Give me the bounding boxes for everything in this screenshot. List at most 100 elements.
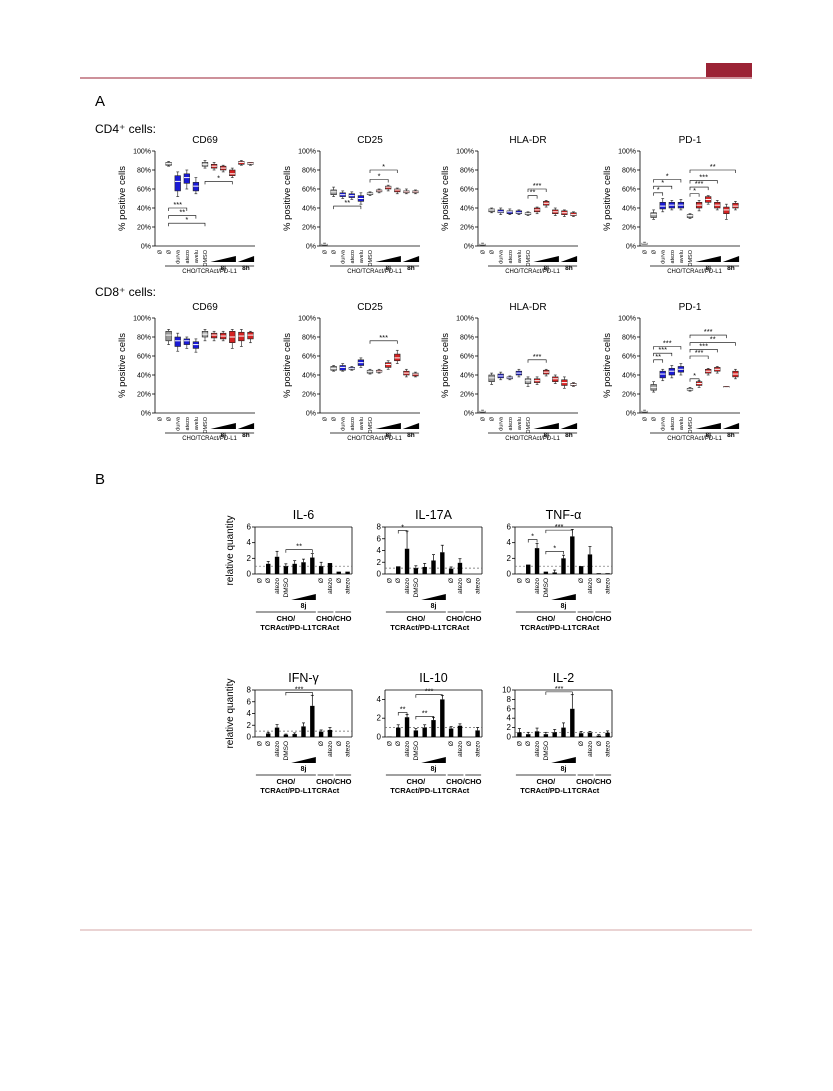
chart-title: PD-1	[679, 302, 702, 313]
y-tick-label: 6	[507, 704, 512, 713]
group-label: CHO/	[446, 614, 466, 623]
x-tick-label: Ø	[265, 741, 272, 746]
dose-ramp	[560, 256, 578, 262]
x-tick-label: DMSO	[526, 249, 532, 266]
x-tick-label: DMSO	[368, 249, 374, 266]
significance-bracket	[397, 530, 408, 534]
y-axis-label: % positive cells	[440, 333, 451, 398]
group-label: CHO/	[316, 777, 336, 786]
group-label: TCRAct/PD-L1	[390, 786, 441, 795]
significance-label: ***	[379, 333, 388, 342]
y-tick-label: 10	[502, 686, 511, 695]
x-tick-label: atezo	[345, 741, 352, 757]
bar	[310, 705, 315, 737]
x-tick-label: DMSO	[688, 416, 694, 433]
bar	[318, 731, 324, 737]
dose-ramp	[533, 256, 559, 262]
significance-bracket	[204, 181, 233, 185]
bar	[301, 562, 306, 574]
chart-box: PD-1 % positive cells 0% 20% 40% 60% 80% 100% Ø Ø…	[602, 135, 740, 275]
x-tick-label: atezo	[508, 250, 514, 263]
bar	[605, 573, 610, 574]
significance-bracket	[527, 188, 547, 192]
x-tick-label: Ø	[490, 416, 496, 421]
group-label: CHO	[335, 777, 352, 786]
significance-bracket	[689, 342, 736, 346]
significance-label: ***	[699, 341, 708, 350]
y-axis-label: % positive cells	[282, 166, 293, 231]
bar	[578, 566, 584, 574]
y-axis-label: relative quantity	[225, 515, 236, 585]
row-label: CD4⁺ cells:	[95, 122, 156, 136]
dose-ramp	[402, 423, 420, 429]
y-tick-label: 0	[247, 733, 252, 742]
bar	[552, 572, 557, 574]
x-tick-label: atezo	[457, 578, 464, 594]
x-tick-label: Ø	[332, 416, 338, 421]
group-label: CHO/TCRAct/PD-L1	[347, 269, 402, 275]
x-tick-label: Ø	[323, 249, 329, 254]
group-label: CHO/	[576, 777, 596, 786]
x-tick-label: DMSO	[203, 416, 209, 433]
significance-label: ***	[704, 327, 713, 336]
y-tick-label: 60%	[137, 354, 151, 361]
group-label: TCRAct/PD-L1	[260, 786, 311, 795]
y-tick-label: 80%	[460, 335, 474, 342]
significance-label: ***	[555, 684, 564, 693]
significance-bracket	[545, 691, 573, 695]
y-tick-label: 0	[507, 570, 512, 579]
bar	[274, 727, 280, 737]
bar	[266, 733, 271, 737]
box	[165, 330, 172, 342]
x-tick-label: atezo	[327, 578, 334, 594]
y-tick-label: 2	[247, 721, 252, 730]
significance-bracket	[689, 169, 736, 173]
x-tick-label: avelu	[517, 417, 523, 430]
x-tick-label: DMSO	[543, 578, 550, 598]
y-tick-label: 2	[377, 558, 382, 567]
x-tick-label: atezo	[475, 578, 482, 594]
group-label: TCRAct/PD-L1	[390, 623, 441, 632]
group-label: CHO	[465, 777, 482, 786]
y-tick-label: 60%	[622, 354, 636, 361]
y-tick-label: 20%	[302, 225, 316, 232]
y-tick-label: 80%	[302, 335, 316, 342]
significance-bracket	[653, 359, 664, 363]
x-tick-label: Ø	[481, 416, 487, 421]
significance-bracket	[369, 169, 398, 173]
x-tick-label: avelu	[194, 417, 200, 430]
x-tick-label: Ø	[318, 741, 325, 746]
significance-label: **	[655, 352, 661, 361]
bar	[578, 733, 584, 737]
x-tick-label: Ø	[652, 416, 658, 421]
y-tick-label: 100%	[133, 149, 151, 156]
x-tick-label: avelu	[194, 250, 200, 263]
x-tick-label: durva	[661, 416, 667, 431]
box	[174, 175, 181, 192]
y-tick-label: 40%	[302, 206, 316, 213]
y-axis-label: % positive cells	[602, 166, 613, 231]
x-tick-label: Ø	[643, 249, 649, 254]
x-tick-label: avelu	[679, 250, 685, 263]
x-tick-label: atezo	[350, 417, 356, 430]
ramp-label: 8h	[407, 265, 415, 272]
dose-ramp	[551, 757, 576, 763]
bar	[310, 557, 315, 574]
y-tick-label: 6	[247, 523, 252, 532]
group-label: CHO/	[276, 614, 296, 623]
bar	[543, 734, 549, 737]
y-tick-label: 6	[247, 697, 252, 706]
x-tick-label: Ø	[466, 578, 473, 583]
dose-ramp	[722, 256, 740, 262]
y-tick-label: 2	[507, 554, 512, 563]
bar	[292, 734, 297, 737]
x-tick-label: Ø	[386, 741, 393, 746]
significance-label: *	[382, 162, 385, 171]
significance-label: **	[344, 198, 350, 207]
x-tick-label: DMSO	[688, 249, 694, 266]
dose-ramp	[551, 594, 576, 600]
